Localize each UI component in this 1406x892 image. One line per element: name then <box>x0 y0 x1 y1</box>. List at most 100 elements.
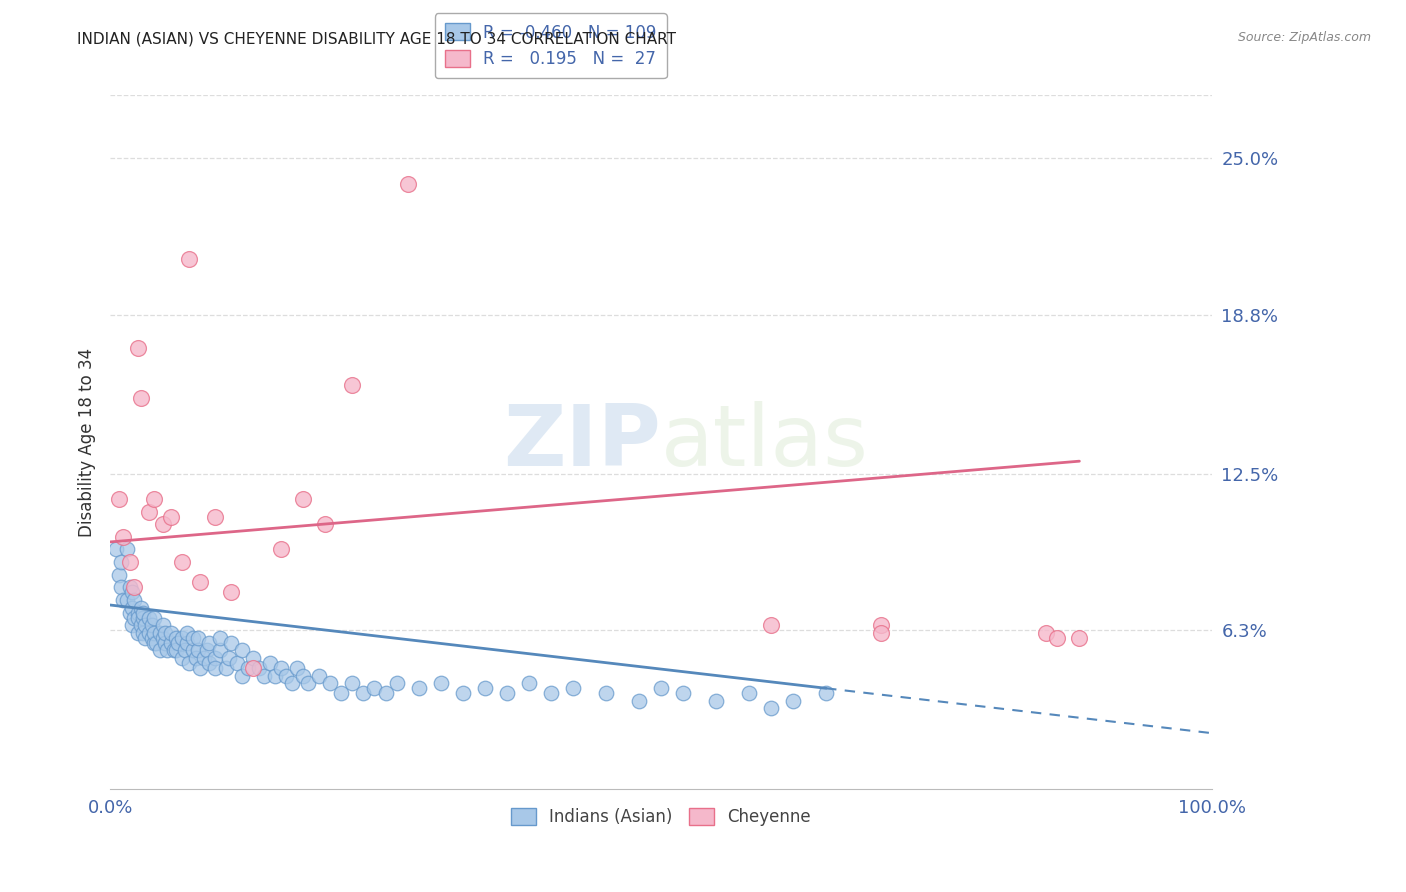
Point <box>121 600 143 615</box>
Point <box>159 625 181 640</box>
Point <box>127 606 149 620</box>
Text: atlas: atlas <box>661 401 869 483</box>
Point <box>204 509 226 524</box>
Point <box>738 686 761 700</box>
Point <box>138 505 160 519</box>
Point <box>1069 631 1091 645</box>
Point <box>247 661 270 675</box>
Legend: Indians (Asian), Cheyenne: Indians (Asian), Cheyenne <box>503 801 818 833</box>
Point <box>155 636 177 650</box>
Point <box>314 517 336 532</box>
Point <box>221 585 243 599</box>
Point <box>159 636 181 650</box>
Point <box>155 625 177 640</box>
Point <box>121 618 143 632</box>
Point <box>134 631 156 645</box>
Point <box>118 606 141 620</box>
Point <box>429 676 451 690</box>
Point <box>385 676 408 690</box>
Point <box>291 668 314 682</box>
Point <box>259 656 281 670</box>
Point <box>396 177 419 191</box>
Point <box>297 676 319 690</box>
Point <box>132 625 155 640</box>
Point <box>231 668 253 682</box>
Point <box>221 636 243 650</box>
Point <box>198 656 221 670</box>
Y-axis label: Disability Age 18 to 34: Disability Age 18 to 34 <box>79 348 96 537</box>
Point <box>672 686 695 700</box>
Point <box>138 625 160 640</box>
Text: Source: ZipAtlas.com: Source: ZipAtlas.com <box>1237 31 1371 45</box>
Point <box>143 610 166 624</box>
Point <box>110 555 132 569</box>
Point <box>209 643 232 657</box>
Point <box>353 686 375 700</box>
Point <box>187 631 209 645</box>
Point <box>179 656 201 670</box>
Point <box>165 631 187 645</box>
Point <box>595 686 617 700</box>
Point <box>118 555 141 569</box>
Point <box>181 631 204 645</box>
Point <box>112 593 135 607</box>
Point <box>143 625 166 640</box>
Point <box>342 378 364 392</box>
Point <box>308 668 330 682</box>
Point <box>759 618 782 632</box>
Point <box>152 631 174 645</box>
Point <box>1046 631 1069 645</box>
Point <box>451 686 474 700</box>
Point <box>149 643 172 657</box>
Point <box>132 610 155 624</box>
Point <box>704 694 727 708</box>
Point <box>517 676 540 690</box>
Point <box>342 676 364 690</box>
Point <box>127 341 149 355</box>
Point <box>149 625 172 640</box>
Point <box>174 643 197 657</box>
Point <box>759 701 782 715</box>
Point <box>143 636 166 650</box>
Point <box>170 555 193 569</box>
Point <box>193 651 215 665</box>
Point <box>218 651 240 665</box>
Point <box>138 610 160 624</box>
Point <box>179 252 201 267</box>
Point <box>124 580 146 594</box>
Text: INDIAN (ASIAN) VS CHEYENNE DISABILITY AGE 18 TO 34 CORRELATION CHART: INDIAN (ASIAN) VS CHEYENNE DISABILITY AG… <box>77 31 676 46</box>
Point <box>253 668 276 682</box>
Point <box>104 542 127 557</box>
Point <box>145 636 167 650</box>
Point <box>124 593 146 607</box>
Point <box>1035 625 1057 640</box>
Point <box>870 618 893 632</box>
Point <box>650 681 672 696</box>
Point <box>190 661 212 675</box>
Point <box>170 631 193 645</box>
Point <box>870 625 893 640</box>
Point <box>134 618 156 632</box>
Point <box>129 618 152 632</box>
Point <box>118 580 141 594</box>
Point <box>190 575 212 590</box>
Point <box>127 610 149 624</box>
Point <box>165 643 187 657</box>
Point <box>108 491 131 506</box>
Point <box>270 661 292 675</box>
Point <box>132 606 155 620</box>
Point <box>225 656 247 670</box>
Point <box>152 618 174 632</box>
Point <box>124 610 146 624</box>
Point <box>159 509 181 524</box>
Point <box>115 542 138 557</box>
Point <box>215 661 238 675</box>
Point <box>108 567 131 582</box>
Point <box>141 631 163 645</box>
Point <box>181 643 204 657</box>
Point <box>167 636 190 650</box>
Point <box>270 542 292 557</box>
Point <box>129 391 152 405</box>
Point <box>121 585 143 599</box>
Point <box>152 517 174 532</box>
